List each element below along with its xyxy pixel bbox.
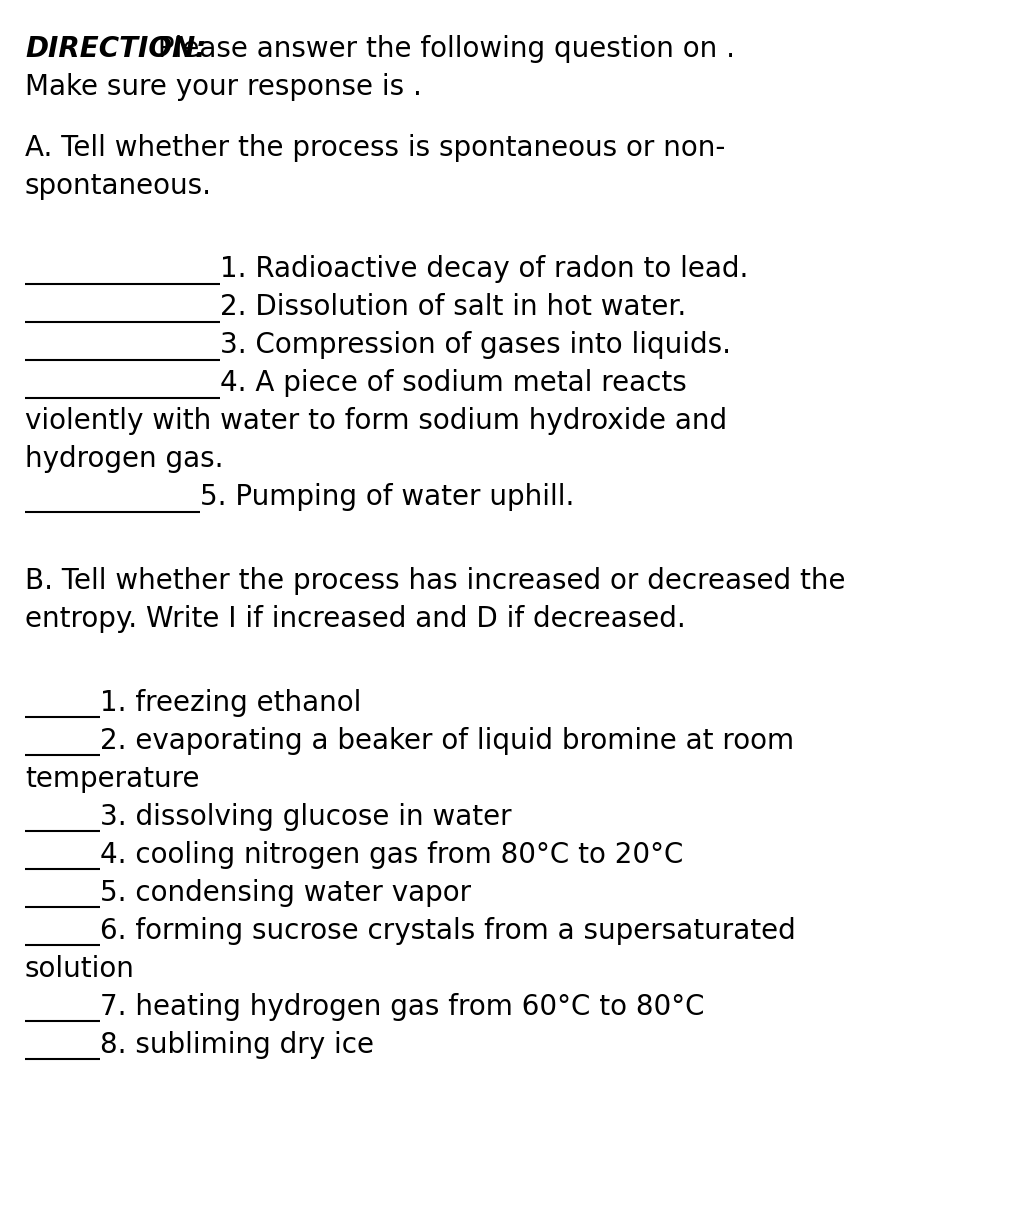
Text: 6. forming sucrose crystals from a supersaturated: 6. forming sucrose crystals from a super… (100, 917, 796, 944)
Text: 5. Pumping of water uphill.: 5. Pumping of water uphill. (200, 484, 574, 511)
Text: hydrogen gas.: hydrogen gas. (25, 446, 223, 474)
Text: 2. evaporating a beaker of liquid bromine at room: 2. evaporating a beaker of liquid bromin… (100, 726, 794, 755)
Text: 2. Dissolution of salt in hot water.: 2. Dissolution of salt in hot water. (220, 293, 686, 321)
Text: A. Tell whether the process is spontaneous or non-: A. Tell whether the process is spontaneo… (25, 134, 725, 161)
Text: B. Tell whether the process has increased or decreased the: B. Tell whether the process has increase… (25, 567, 846, 595)
Text: 4. cooling nitrogen gas from 80°C to 20°C: 4. cooling nitrogen gas from 80°C to 20°… (100, 841, 683, 869)
Text: DIRECTION:: DIRECTION: (25, 34, 207, 63)
Text: solution: solution (25, 954, 135, 982)
Text: 8. subliming dry ice: 8. subliming dry ice (100, 1030, 374, 1059)
Text: 7. heating hydrogen gas from 60°C to 80°C: 7. heating hydrogen gas from 60°C to 80°… (100, 992, 705, 1020)
Text: 3. Compression of gases into liquids.: 3. Compression of gases into liquids. (220, 331, 731, 359)
Text: Please answer the following question on .: Please answer the following question on … (149, 34, 735, 63)
Text: 1. freezing ethanol: 1. freezing ethanol (100, 688, 361, 716)
Text: 1. Radioactive decay of radon to lead.: 1. Radioactive decay of radon to lead. (220, 255, 748, 283)
Text: 5. condensing water vapor: 5. condensing water vapor (100, 879, 472, 906)
Text: 3. dissolving glucose in water: 3. dissolving glucose in water (100, 803, 512, 831)
Text: violently with water to form sodium hydroxide and: violently with water to form sodium hydr… (25, 407, 727, 436)
Text: entropy. Write I if increased and D if decreased.: entropy. Write I if increased and D if d… (25, 604, 685, 633)
Text: spontaneous.: spontaneous. (25, 172, 212, 199)
Text: Make sure your response is .: Make sure your response is . (25, 73, 422, 101)
Text: 4. A piece of sodium metal reacts: 4. A piece of sodium metal reacts (220, 369, 686, 398)
Text: temperature: temperature (25, 764, 200, 793)
